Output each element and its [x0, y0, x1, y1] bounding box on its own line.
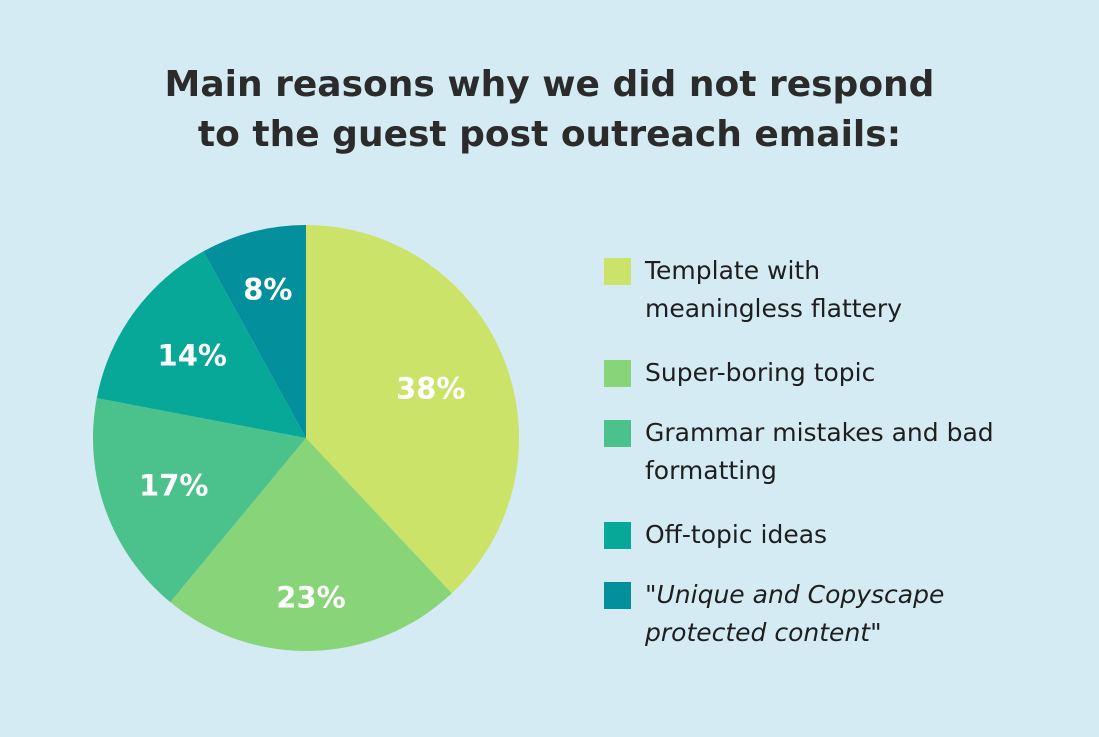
legend-label: Off-topic ideas	[645, 520, 828, 549]
legend-swatch	[604, 258, 631, 285]
pie-slice	[170, 438, 452, 652]
legend-swatch	[604, 420, 631, 447]
legend-swatch	[604, 582, 631, 609]
pie-chart: 38% 23% 17% 14% 8%	[93, 225, 519, 652]
legend-label: Template with meaningless flattery	[645, 256, 903, 323]
legend-label: Grammar mistakes and bad formatting	[645, 418, 994, 485]
legend-swatch	[604, 522, 631, 549]
legend-label: "Unique and Copyscape protected content"	[645, 580, 945, 647]
pie-data-label: 8%	[243, 272, 292, 306]
pie-slice	[203, 225, 306, 438]
pie-slice	[96, 251, 306, 438]
pie-slice	[93, 398, 306, 603]
legend-item-template-flattery: Template with meaningless flattery	[604, 256, 955, 328]
pie-data-label: 23%	[276, 581, 345, 615]
legend-item-boring-topic: Super-boring topic	[604, 358, 1005, 392]
pie-data-label: 38%	[396, 372, 465, 406]
chart-title-line-1: Main reasons why we did not respond	[164, 64, 935, 105]
legend-label: Super-boring topic	[645, 358, 876, 387]
legend-item-off-topic: Off-topic ideas	[604, 520, 1005, 554]
legend-item-copyscape: "Unique and Copyscape protected content"	[604, 580, 1025, 652]
chart-title-line-2: to the guest post outreach emails:	[197, 114, 902, 155]
legend-item-grammar: Grammar mistakes and bad formatting	[604, 418, 995, 490]
pie-data-label: 14%	[158, 338, 227, 372]
pie-data-label: 17%	[139, 469, 208, 503]
pie-slice	[306, 225, 519, 594]
chart-title: Main reasons why we did not respond to t…	[0, 60, 1099, 160]
legend-swatch	[604, 360, 631, 387]
